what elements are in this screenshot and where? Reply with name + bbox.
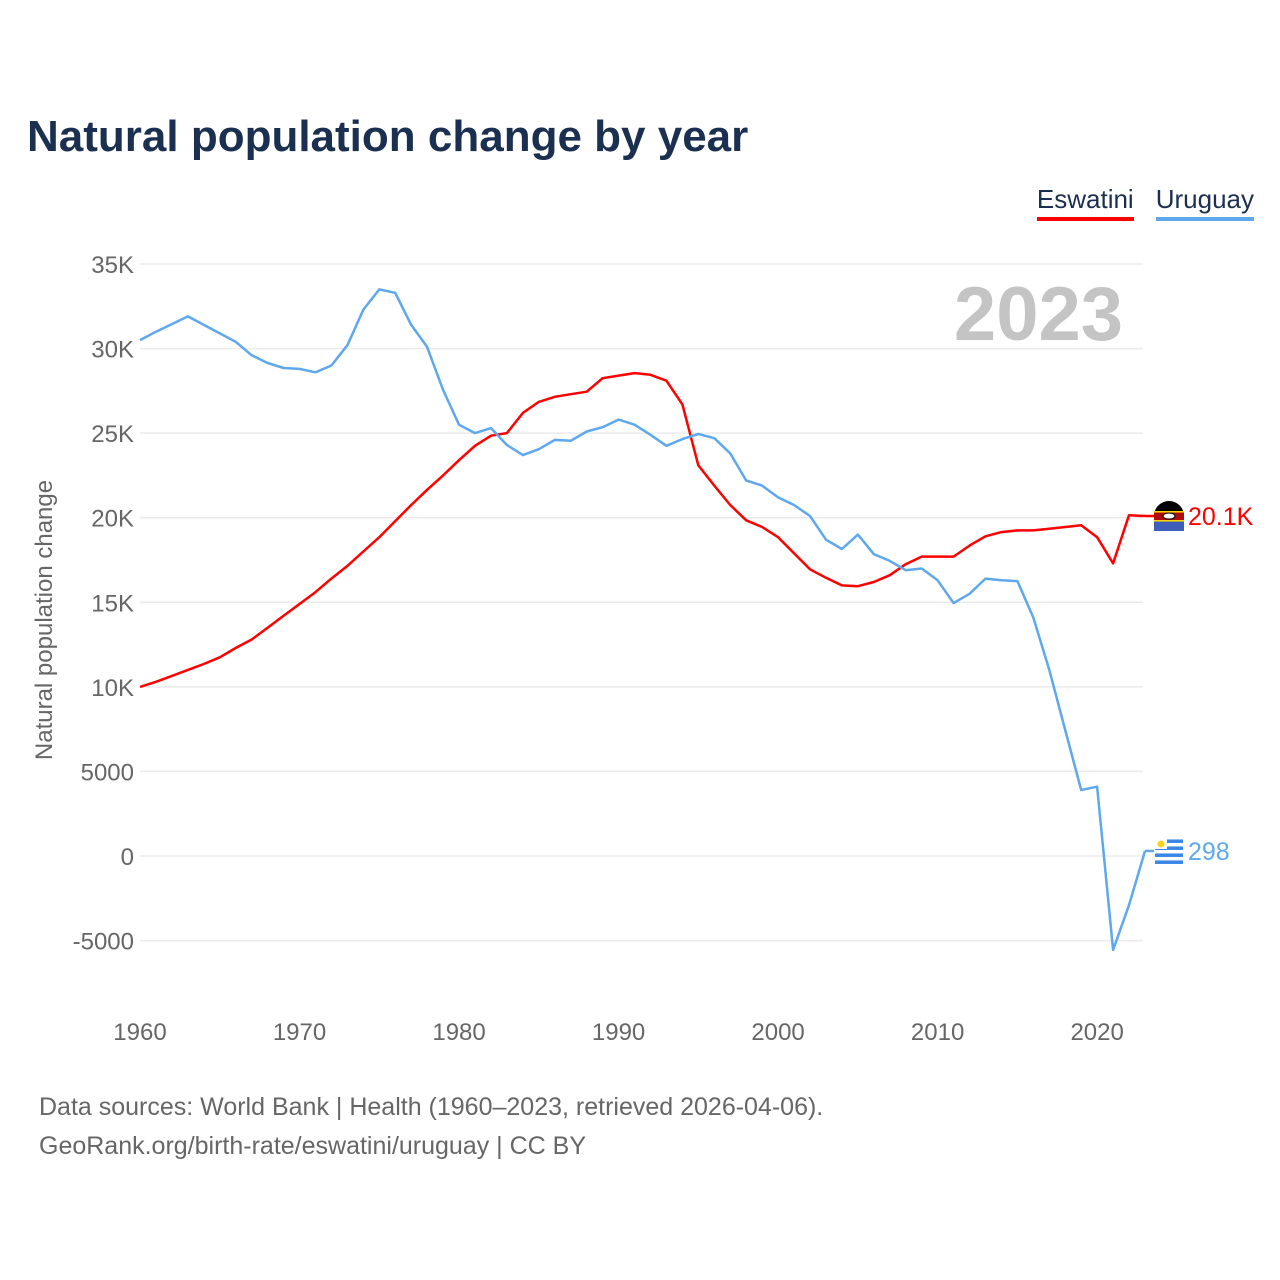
y-tick-label: -5000	[73, 929, 134, 956]
y-tick-label: 0	[121, 844, 134, 871]
y-tick-label: 20K	[91, 506, 134, 533]
year-watermark: 2023	[954, 272, 1123, 357]
flag-stripe	[1155, 853, 1183, 857]
y-tick-label: 5000	[81, 759, 134, 786]
flag-stripe	[1154, 511, 1184, 513]
x-tick-label: 1980	[432, 1019, 485, 1046]
end-value-label: 298	[1188, 838, 1230, 866]
x-tick-label: 1990	[592, 1019, 645, 1046]
chart-title: Natural population change by year	[27, 112, 749, 161]
x-tick-label: 2010	[911, 1019, 964, 1046]
y-tick-label: 35K	[91, 252, 134, 279]
y-tick-label: 15K	[91, 590, 134, 617]
legend: Eswatini Uruguay	[1036, 184, 1254, 221]
y-tick-label: 30K	[91, 337, 134, 364]
series-line-uruguay	[139, 288, 1147, 952]
flag-stripe	[1155, 839, 1183, 843]
y-tick-label: 10K	[91, 675, 134, 702]
end-value-label: 20.1K	[1188, 503, 1254, 531]
flag-stripe	[1154, 520, 1184, 532]
x-tick-label: 2020	[1070, 1019, 1123, 1046]
y-tick-label: 25K	[91, 421, 134, 448]
source-line-2[interactable]: GeoRank.org/birth-rate/eswatini/uruguay …	[39, 1132, 587, 1160]
x-tick-label: 2000	[751, 1019, 804, 1046]
source-line-1: Data sources: World Bank | Health (1960–…	[39, 1093, 824, 1121]
flag-stripe	[1155, 846, 1183, 850]
x-tick-label: 1960	[113, 1019, 166, 1046]
legend-item-uruguay[interactable]: Uruguay	[1155, 184, 1254, 221]
flag-stripe	[1155, 860, 1183, 864]
source-note: Data sources: World Bank | Health (1960–…	[39, 1088, 823, 1166]
series-line-eswatini	[139, 371, 1146, 689]
flag-sun	[1157, 840, 1165, 848]
y-axis-label: Natural population change	[31, 480, 58, 760]
flag-stripe	[1154, 520, 1184, 522]
x-tick-label: 1970	[273, 1019, 326, 1046]
flag-shield	[1162, 512, 1176, 520]
legend-item-eswatini[interactable]: Eswatini	[1036, 184, 1134, 221]
